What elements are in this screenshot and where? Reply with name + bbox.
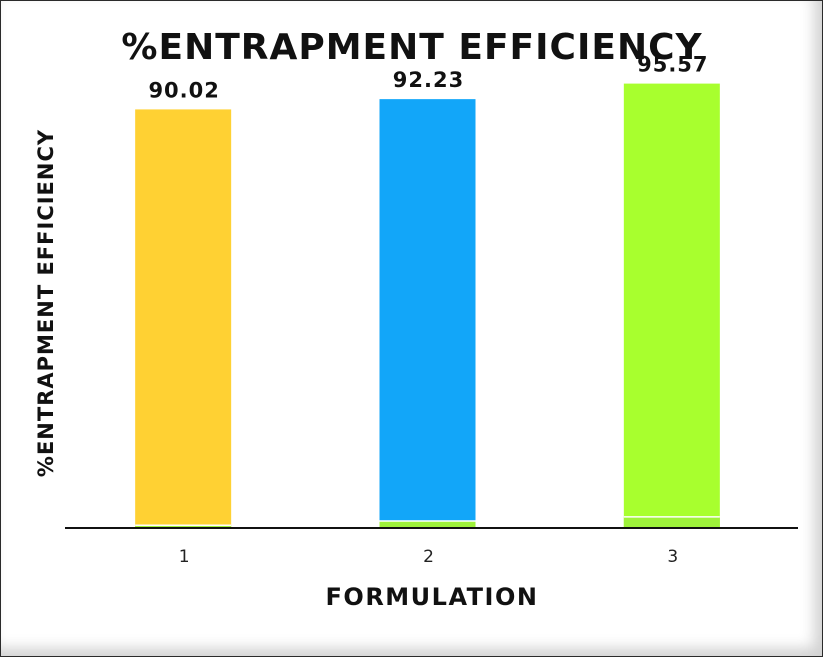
x-tick-label-3: 3 [667, 547, 678, 567]
chart-title: %ENTRAPMENT EFFICIENCY [121, 27, 702, 68]
data-label-formulation-1: 90.02 [148, 78, 219, 102]
bar-base-segment-2 [379, 521, 476, 528]
x-axis-title: FORMULATION [326, 583, 539, 611]
bar-formulation-1 [135, 109, 232, 529]
bar-formulation-2 [379, 99, 476, 529]
tick-labels-layer: 1 2 3 [179, 547, 678, 567]
data-label-formulation-2: 92.23 [393, 68, 464, 92]
y-axis-title: %ENTRAPMENT EFFICIENCY [34, 129, 58, 477]
bar-base-segment-1 [135, 525, 232, 528]
data-label-formulation-3: 95.57 [637, 53, 708, 77]
bar-base-segment-3 [623, 516, 720, 528]
x-tick-label-2: 2 [423, 547, 434, 567]
bar-formulation-3 [623, 83, 720, 529]
bars-layer: 90.02 92.23 95.57 [135, 53, 720, 529]
x-tick-label-1: 1 [179, 547, 190, 567]
